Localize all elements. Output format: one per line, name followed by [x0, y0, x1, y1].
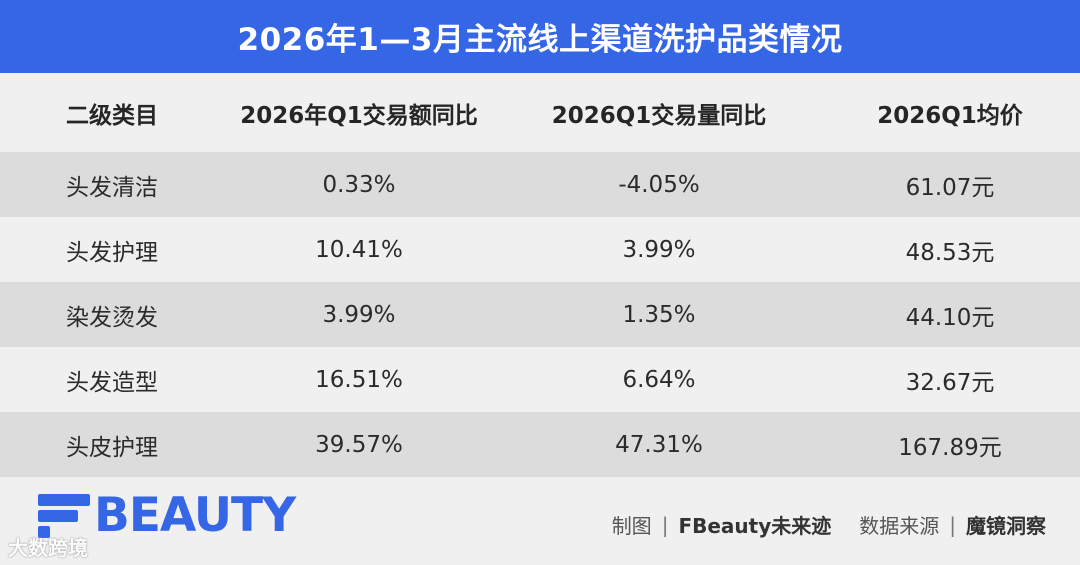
cell-volume-yoy: 47.31% [615, 431, 703, 458]
table-row: 头发清洁 0.33% -4.05% 61.07元 [0, 152, 1080, 217]
credit-separator: | [661, 512, 669, 537]
cell-volume-yoy: 1.35% [622, 301, 696, 328]
cell-category: 头皮护理 [66, 434, 158, 461]
cell-sales-yoy: 39.57% [315, 431, 403, 458]
cell-volume-yoy: 6.64% [622, 366, 696, 393]
column-header-avg-price: 2026Q1均价 [877, 102, 1023, 129]
cell-category: 染发烫发 [66, 304, 158, 331]
cell-avg-price: 48.53元 [905, 239, 995, 266]
credit-value-chart: FBeauty未来迹 [678, 514, 832, 538]
title-text: 2026年1—3月主流线上渠道洗护品类情况 [237, 22, 843, 58]
table-header-row: 二级类目 2026年Q1交易额同比 2026Q1交易量同比 2026Q1均价 [0, 73, 1080, 152]
cell-category: 头发清洁 [66, 174, 158, 201]
cell-category: 头发造型 [66, 369, 158, 396]
table-row: 头皮护理 39.57% 47.31% 167.89元 [0, 412, 1080, 477]
column-header-sales-yoy: 2026年Q1交易额同比 [240, 102, 478, 129]
credit-label-source: 数据来源 [859, 514, 940, 538]
table-row: 头发造型 16.51% 6.64% 32.67元 [0, 347, 1080, 412]
column-header-volume-yoy: 2026Q1交易量同比 [551, 102, 767, 129]
credit-value-source: 魔镜洞察 [966, 514, 1046, 538]
cell-avg-price: 32.67元 [905, 369, 995, 396]
cell-avg-price: 167.89元 [898, 434, 1002, 461]
credit-separator: | [949, 512, 956, 537]
logo-f-mark-icon [38, 494, 90, 538]
cell-sales-yoy: 3.99% [322, 301, 396, 328]
table-row: 染发烫发 3.99% 1.35% 44.10元 [0, 282, 1080, 347]
logo-text: BEAUTY [94, 488, 296, 543]
credits: 制图 | FBeauty未来迹 数据来源 | 魔镜洞察 [612, 510, 1046, 539]
cell-sales-yoy: 16.51% [315, 366, 403, 393]
cell-category: 头发护理 [66, 239, 158, 266]
cell-volume-yoy: -4.05% [618, 171, 700, 198]
cell-volume-yoy: 3.99% [622, 236, 696, 263]
data-table: 二级类目 2026年Q1交易额同比 2026Q1交易量同比 2026Q1均价 头… [0, 73, 1080, 477]
column-header-category: 二级类目 [66, 102, 158, 129]
cell-avg-price: 44.10元 [905, 304, 995, 331]
table-row: 头发护理 10.41% 3.99% 48.53元 [0, 217, 1080, 282]
cell-sales-yoy: 10.41% [315, 236, 403, 263]
page-title: 2026年1—3月主流线上渠道洗护品类情况 [0, 0, 1080, 73]
credit-label-chart: 制图 [611, 514, 652, 538]
watermark-text: 大数跨境 [8, 536, 88, 560]
watermark: 大数跨境 [8, 532, 88, 561]
fbeauty-logo: BEAUTY [38, 488, 296, 543]
cell-sales-yoy: 0.33% [322, 171, 396, 198]
cell-avg-price: 61.07元 [905, 174, 995, 201]
